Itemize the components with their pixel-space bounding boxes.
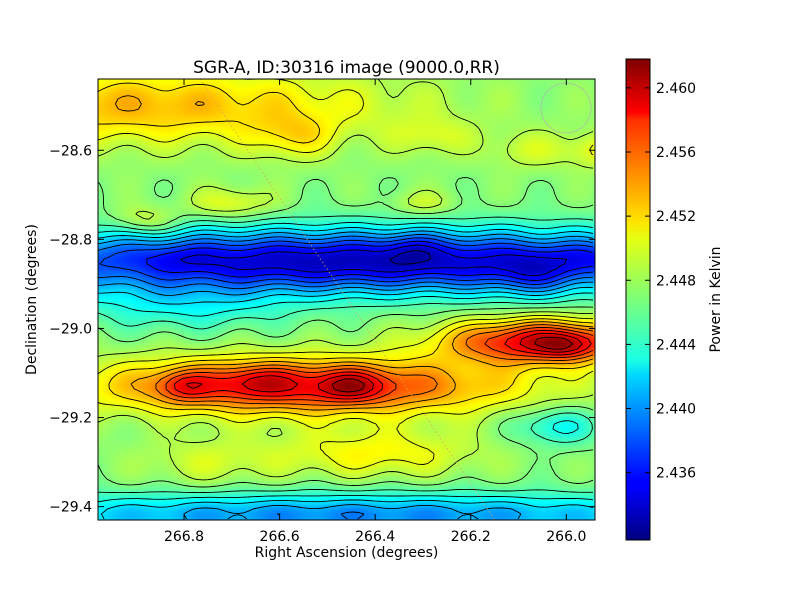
y-tick-label: −28.6 bbox=[49, 143, 92, 159]
contour-level bbox=[98, 226, 594, 520]
y-tick-label: −29.4 bbox=[49, 500, 92, 516]
x-tick-label: 266.0 bbox=[546, 529, 586, 545]
colorbar-tick-label: 2.452 bbox=[656, 209, 696, 225]
colorbar-tick-label: 2.436 bbox=[656, 466, 696, 482]
contour-lines bbox=[98, 79, 594, 520]
x-tick-label: 266.8 bbox=[164, 529, 204, 545]
contour-level bbox=[99, 237, 594, 285]
colorbar: 2.436 2.440 2.444 2.448 2.452 2.456 2.460 Powe… bbox=[625, 58, 724, 541]
contour-level bbox=[332, 336, 574, 393]
colorbar-tick-label: 2.444 bbox=[656, 337, 696, 353]
contour-level bbox=[98, 79, 594, 481]
x-tick-label: 266.4 bbox=[355, 529, 395, 545]
x-tick-label: 266.2 bbox=[451, 529, 491, 545]
contour-level bbox=[98, 177, 594, 488]
y-tick-label: −28.8 bbox=[49, 232, 92, 248]
y-tick-label: −29.0 bbox=[49, 321, 92, 337]
contour-level bbox=[146, 240, 594, 281]
contour-level bbox=[114, 95, 594, 411]
contour-level bbox=[98, 79, 594, 470]
colorbar-ticks: 2.436 2.440 2.444 2.448 2.452 2.456 2.460 bbox=[626, 81, 696, 482]
galactic-plane-line bbox=[199, 79, 496, 520]
contour-level bbox=[165, 326, 594, 403]
chart-title: SGR-A, ID:30316 image (9000.0,RR) bbox=[193, 58, 500, 78]
contour-level bbox=[98, 230, 594, 520]
x-tick-label: 266.6 bbox=[260, 529, 300, 545]
y-axis: −28.6 −28.8 −29.0 −29.2 −29.4 bbox=[49, 143, 595, 516]
contour-level bbox=[174, 329, 592, 400]
colorbar-tick-label: 2.460 bbox=[656, 81, 696, 97]
contour-level bbox=[155, 324, 594, 406]
contour-level bbox=[98, 221, 594, 503]
colorbar-gradient bbox=[625, 58, 651, 541]
y-tick-label: −29.2 bbox=[49, 411, 92, 427]
contour-level bbox=[98, 234, 594, 520]
colorbar-tick-label: 2.448 bbox=[656, 273, 696, 289]
contour-level bbox=[98, 215, 594, 494]
plot-area bbox=[98, 79, 595, 520]
plot-frame bbox=[97, 78, 596, 521]
colorbar-tick-label: 2.440 bbox=[656, 402, 696, 418]
x-axis-label: Right Ascension (degrees) bbox=[255, 545, 439, 561]
heatmap-raster bbox=[98, 79, 595, 520]
colorbar-label: Power in Kelvin bbox=[708, 246, 724, 352]
contour-level bbox=[180, 244, 568, 277]
colorbar-tick-label: 2.456 bbox=[656, 145, 696, 161]
contour-level bbox=[389, 250, 432, 265]
contour-level bbox=[98, 82, 594, 417]
y-axis-label: Declination (degrees) bbox=[24, 224, 40, 375]
contour-level bbox=[186, 332, 583, 397]
x-axis: 266.8 266.6 266.4 266.2 266.0 bbox=[164, 79, 586, 545]
